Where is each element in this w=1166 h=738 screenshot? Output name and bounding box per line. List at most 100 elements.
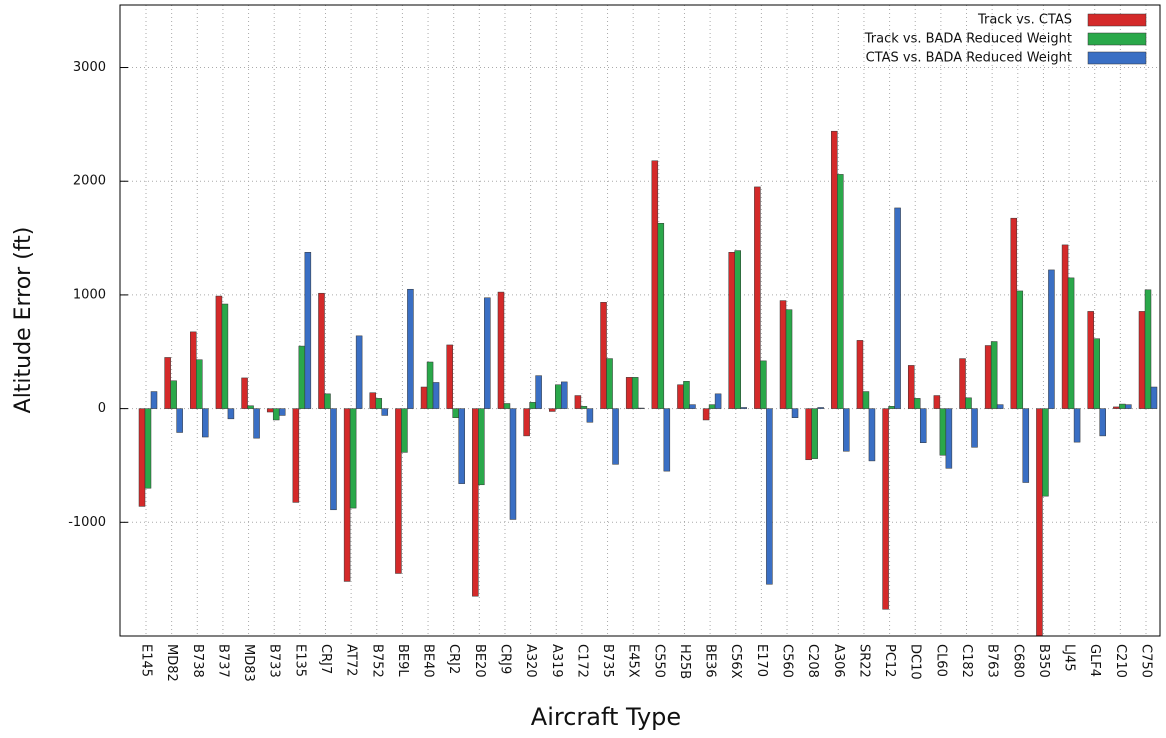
bar bbox=[996, 404, 1004, 409]
legend-swatch bbox=[1087, 13, 1147, 27]
legend-swatch bbox=[1087, 51, 1147, 65]
bar bbox=[1036, 408, 1043, 636]
x-tick-label: AT72 bbox=[344, 644, 359, 676]
x-tick-label: B763 bbox=[985, 644, 1000, 678]
bar bbox=[484, 297, 491, 409]
x-tick-label: B738 bbox=[190, 644, 205, 678]
bar bbox=[1022, 408, 1030, 483]
y-tick-label: 2000 bbox=[73, 174, 106, 189]
x-tick-label: B737 bbox=[215, 644, 230, 678]
bar bbox=[862, 391, 870, 409]
x-tick-label: A320 bbox=[523, 644, 538, 678]
bar bbox=[1048, 269, 1055, 409]
bar bbox=[1150, 386, 1158, 409]
bar bbox=[549, 408, 556, 412]
bar bbox=[278, 408, 286, 416]
y-tick-label: -1000 bbox=[68, 515, 106, 530]
bar bbox=[907, 365, 915, 409]
bar bbox=[324, 393, 331, 409]
bar bbox=[882, 408, 889, 610]
bar bbox=[971, 408, 978, 448]
bar bbox=[1119, 403, 1126, 409]
bar bbox=[612, 408, 619, 465]
bar bbox=[831, 130, 838, 409]
bar bbox=[677, 384, 684, 409]
x-tick-label: CRJ9 bbox=[497, 644, 512, 674]
bar bbox=[253, 408, 260, 439]
bar bbox=[843, 408, 850, 452]
bar bbox=[939, 408, 947, 456]
bar bbox=[420, 386, 428, 409]
x-tick-label: B350 bbox=[1036, 644, 1051, 678]
x-tick-label: SR22 bbox=[856, 644, 871, 678]
bar bbox=[805, 408, 812, 461]
x-tick-label: C56X bbox=[728, 644, 743, 679]
bar bbox=[651, 160, 659, 409]
bar bbox=[318, 292, 325, 409]
bar bbox=[458, 408, 465, 484]
bar bbox=[1125, 404, 1132, 409]
bar bbox=[760, 360, 767, 409]
y-tick-label: 3000 bbox=[73, 60, 106, 75]
bar bbox=[241, 377, 248, 409]
bar bbox=[509, 408, 517, 520]
bar bbox=[452, 408, 459, 418]
bar bbox=[683, 381, 690, 409]
bar bbox=[478, 408, 485, 486]
bar bbox=[202, 408, 209, 438]
x-tick-label: BE36 bbox=[703, 644, 718, 678]
x-tick-label: BE20 bbox=[472, 644, 487, 678]
bar bbox=[523, 408, 530, 437]
bar bbox=[196, 359, 203, 409]
x-tick-label: B752 bbox=[369, 644, 384, 678]
plot-frame bbox=[119, 4, 1161, 637]
bar bbox=[785, 309, 793, 409]
bar bbox=[734, 250, 741, 409]
bar bbox=[395, 408, 402, 574]
bar bbox=[856, 340, 864, 409]
bar bbox=[375, 398, 383, 409]
bar bbox=[407, 288, 414, 409]
bar bbox=[1073, 408, 1081, 443]
y-tick-label: 1000 bbox=[73, 287, 106, 302]
bar bbox=[708, 404, 716, 409]
bar bbox=[355, 335, 363, 409]
x-tick-label: DC10 bbox=[908, 644, 923, 680]
bar bbox=[984, 345, 992, 409]
x-tick-label: C210 bbox=[1113, 644, 1128, 678]
bar bbox=[561, 381, 568, 409]
bar bbox=[631, 377, 639, 409]
x-tick-label: E45X bbox=[626, 644, 641, 678]
bar bbox=[1087, 311, 1094, 409]
bar bbox=[766, 408, 773, 585]
bar bbox=[580, 406, 588, 409]
bar bbox=[933, 395, 941, 409]
bar bbox=[529, 402, 536, 409]
bar bbox=[728, 252, 735, 409]
bar bbox=[817, 407, 824, 409]
bar bbox=[945, 408, 953, 469]
bar bbox=[868, 408, 876, 462]
bar bbox=[586, 408, 594, 423]
bar bbox=[894, 207, 901, 409]
bar bbox=[1042, 408, 1049, 497]
x-tick-label: C182 bbox=[959, 644, 974, 678]
x-tick-label: C550 bbox=[651, 644, 666, 678]
bar bbox=[304, 252, 312, 409]
x-tick-label: GLF4 bbox=[1087, 644, 1102, 677]
bar bbox=[663, 408, 671, 472]
bar bbox=[1061, 244, 1069, 409]
bar bbox=[330, 408, 337, 511]
bar bbox=[369, 392, 377, 409]
bar bbox=[637, 407, 645, 409]
bar bbox=[657, 223, 665, 409]
legend-label: Track vs. BADA Reduced Weight bbox=[864, 32, 1072, 47]
bar bbox=[1099, 408, 1106, 437]
x-tick-label: MD82 bbox=[164, 644, 179, 682]
bar bbox=[1067, 277, 1075, 409]
bar bbox=[176, 408, 183, 433]
bar bbox=[837, 174, 844, 409]
x-tick-label: E145 bbox=[139, 644, 154, 677]
bar bbox=[266, 408, 274, 413]
